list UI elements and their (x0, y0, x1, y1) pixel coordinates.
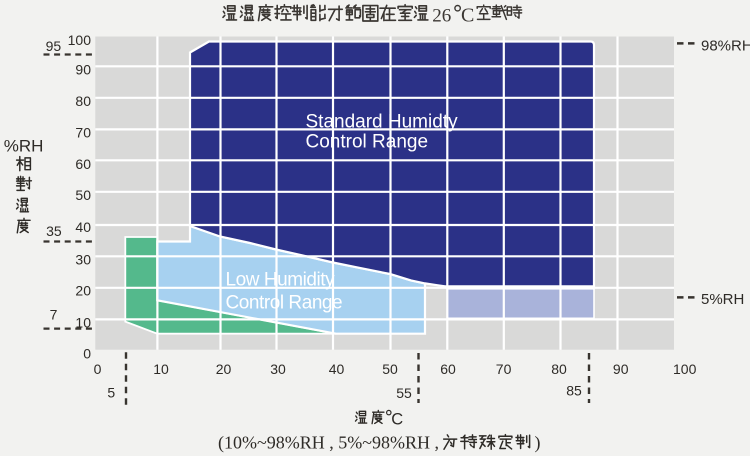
svg-text:50: 50 (75, 187, 91, 203)
svg-text:30: 30 (270, 361, 286, 377)
svg-text:85: 85 (566, 383, 582, 399)
svg-text:100: 100 (68, 32, 92, 48)
svg-text:0: 0 (94, 361, 102, 377)
svg-text:20: 20 (216, 361, 232, 377)
svg-text:5%RH: 5%RH (701, 291, 744, 308)
svg-text:40: 40 (329, 361, 345, 377)
svg-text:60: 60 (440, 361, 456, 377)
svg-text:55: 55 (396, 385, 412, 401)
svg-text:5: 5 (107, 385, 115, 401)
svg-text:100: 100 (673, 361, 697, 377)
svg-text:C: C (391, 411, 403, 429)
svg-text:%RH: %RH (4, 136, 44, 155)
svg-text:50: 50 (382, 361, 398, 377)
svg-text:10: 10 (153, 361, 169, 377)
svg-text:26: 26 (432, 5, 451, 26)
svg-text:10: 10 (75, 314, 91, 330)
svg-text:35: 35 (46, 223, 62, 239)
svg-text:7: 7 (50, 307, 58, 323)
svg-text:70: 70 (75, 124, 91, 140)
svg-text:0: 0 (83, 345, 91, 361)
svg-text:Control Range: Control Range (306, 131, 429, 152)
svg-text:(10%~98%RH , 5%~98%RH ,: (10%~98%RH , 5%~98%RH , (218, 433, 439, 454)
svg-text:95: 95 (46, 38, 62, 54)
svg-text:20: 20 (75, 283, 91, 299)
svg-text:90: 90 (75, 61, 91, 77)
svg-text:98%RH: 98%RH (701, 38, 750, 55)
svg-text:90: 90 (613, 361, 629, 377)
svg-text:Standard Humidty: Standard Humidty (306, 111, 459, 132)
svg-text:C: C (461, 4, 474, 26)
svg-text:60: 60 (75, 156, 91, 172)
svg-text:70: 70 (496, 361, 512, 377)
svg-text:80: 80 (75, 93, 91, 109)
svg-text:Low Humidity: Low Humidity (226, 270, 336, 291)
svg-text:40: 40 (75, 219, 91, 235)
svg-text:30: 30 (75, 251, 91, 267)
svg-text:Control Range: Control Range (226, 293, 343, 314)
svg-text:80: 80 (551, 361, 567, 377)
svg-text:): ) (535, 433, 541, 454)
